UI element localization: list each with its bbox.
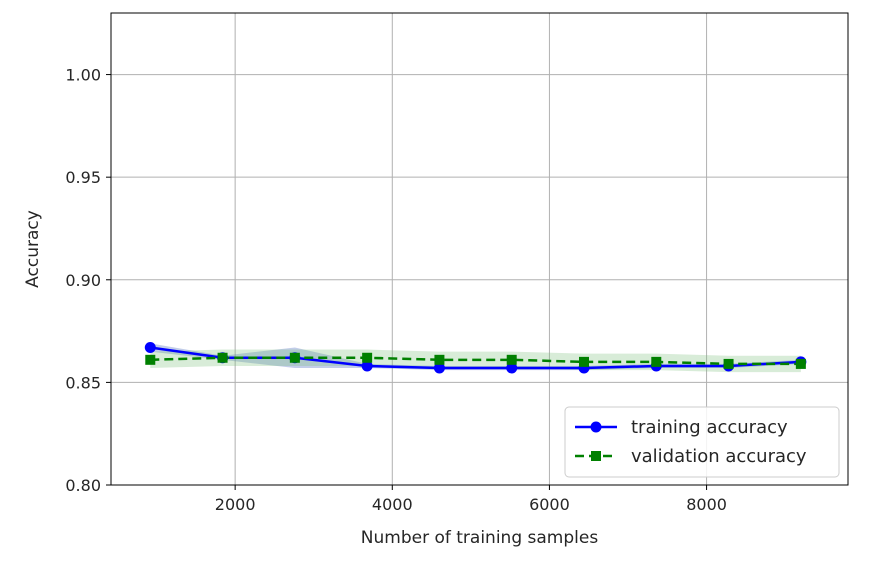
training-accuracy-band xyxy=(150,343,801,371)
legend-training-label: training accuracy xyxy=(631,417,788,438)
y-tick-label: 0.80 xyxy=(65,476,101,495)
legend-training-marker xyxy=(590,421,602,433)
training-accuracy-line xyxy=(150,346,801,370)
validation-accuracy-point xyxy=(651,356,662,367)
training-accuracy-point xyxy=(144,342,156,354)
validation-accuracy-point xyxy=(434,354,445,365)
series-markers xyxy=(144,342,807,374)
x-axis-label: Number of training samples xyxy=(361,528,599,548)
legend-validation-label: validation accuracy xyxy=(631,446,807,467)
legend-box xyxy=(564,406,840,478)
x-tick-label: 6000 xyxy=(529,495,570,514)
validation-accuracy-point xyxy=(217,352,228,363)
y-axis-label: Accuracy xyxy=(23,210,43,288)
x-tick-label: 2000 xyxy=(215,495,256,514)
y-tick-label: 0.90 xyxy=(65,271,101,290)
y-tick-label: 0.95 xyxy=(65,168,101,187)
validation-accuracy-point xyxy=(723,358,734,369)
legend: training accuracy validation accuracy xyxy=(564,406,840,478)
x-tick-label: 8000 xyxy=(686,495,727,514)
training-accuracy-point xyxy=(433,362,445,374)
y-tick-label: 0.85 xyxy=(65,373,101,392)
validation-accuracy-point xyxy=(362,352,373,363)
validation-accuracy-point xyxy=(579,356,589,367)
validation-accuracy-point xyxy=(795,358,806,369)
x-tick-label: 4000 xyxy=(372,495,413,514)
training-accuracy-point xyxy=(506,362,518,374)
legend-validation-marker xyxy=(591,451,601,461)
training-accuracy-point xyxy=(361,360,373,372)
series-lines xyxy=(150,346,801,370)
plot-frame xyxy=(110,12,849,486)
validation-accuracy-point xyxy=(145,354,156,365)
axis-ticks: 2000 4000 6000 8000 0.80 0.85 0.90 0.95 1.00 xyxy=(65,66,727,514)
validation-accuracy-point xyxy=(289,352,300,363)
y-tick-label: 1.00 xyxy=(65,66,101,85)
validation-accuracy-line xyxy=(150,356,801,366)
validation-accuracy-point xyxy=(506,354,517,365)
